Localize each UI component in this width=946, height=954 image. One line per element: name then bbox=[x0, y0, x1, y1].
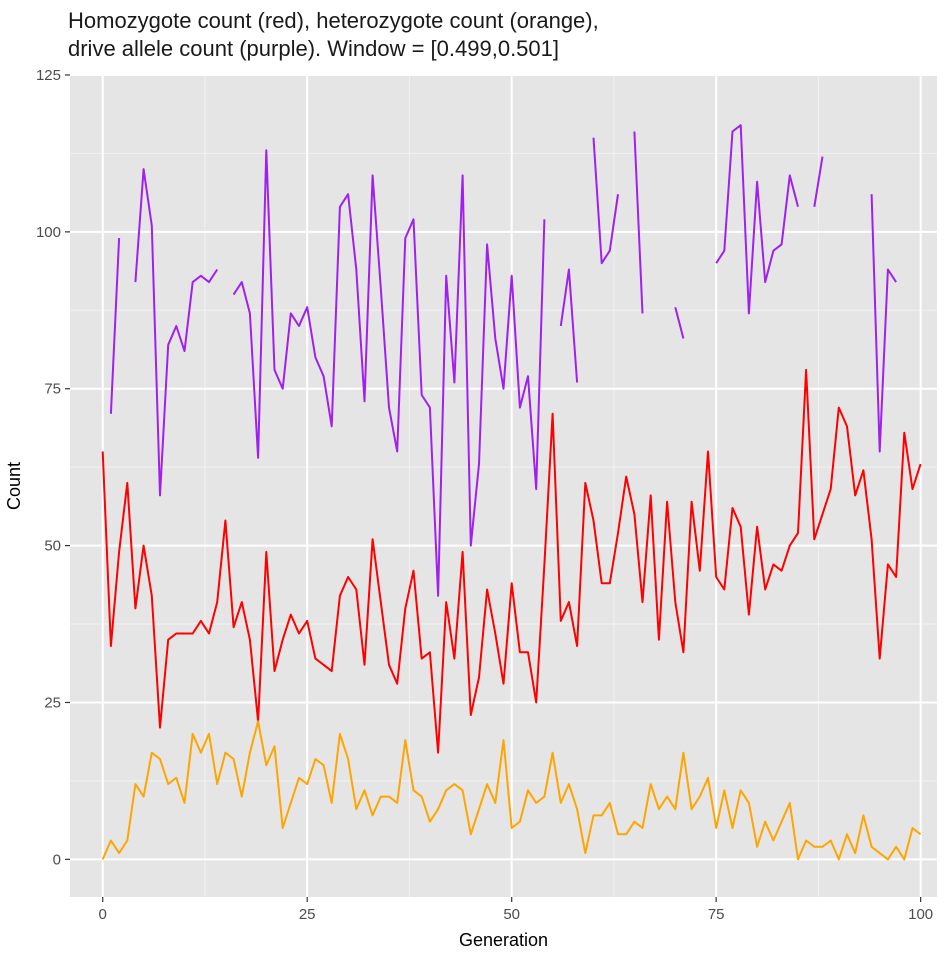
axis-ticks bbox=[65, 74, 922, 902]
series-heterozygote-count bbox=[101, 720, 922, 861]
x-tick-label: 25 bbox=[299, 906, 316, 923]
x-tick-label: 50 bbox=[503, 906, 520, 923]
y-axis-title: Count bbox=[4, 462, 24, 510]
x-tick-label: 75 bbox=[708, 906, 725, 923]
x-tick-label: 100 bbox=[908, 906, 933, 923]
x-axis-title: Generation bbox=[459, 930, 548, 950]
y-tick-label: 75 bbox=[44, 381, 61, 398]
chart-title-line-2: drive allele count (purple). Window = [0… bbox=[68, 36, 560, 61]
y-tick-label: 100 bbox=[36, 224, 61, 241]
y-tick-label: 125 bbox=[36, 67, 61, 84]
series-layer bbox=[101, 124, 922, 861]
series-line bbox=[101, 368, 922, 754]
minor-gridlines bbox=[70, 75, 937, 897]
chart-title-line-1: Homozygote count (red), heterozygote cou… bbox=[68, 8, 599, 33]
major-gridlines bbox=[70, 74, 937, 897]
series-line bbox=[101, 720, 922, 861]
series-drive-allele-count bbox=[109, 124, 897, 597]
y-tick-label: 25 bbox=[44, 694, 61, 711]
y-tick-label: 0 bbox=[53, 851, 61, 868]
plot-panel bbox=[70, 75, 937, 897]
tick-labels: 0 25 50 75 100 0 25 50 75 100 125 bbox=[36, 67, 933, 923]
x-tick-label: 0 bbox=[99, 906, 107, 923]
series-homozygote-count bbox=[101, 368, 922, 754]
y-tick-label: 50 bbox=[44, 538, 61, 555]
series-line bbox=[109, 124, 897, 597]
